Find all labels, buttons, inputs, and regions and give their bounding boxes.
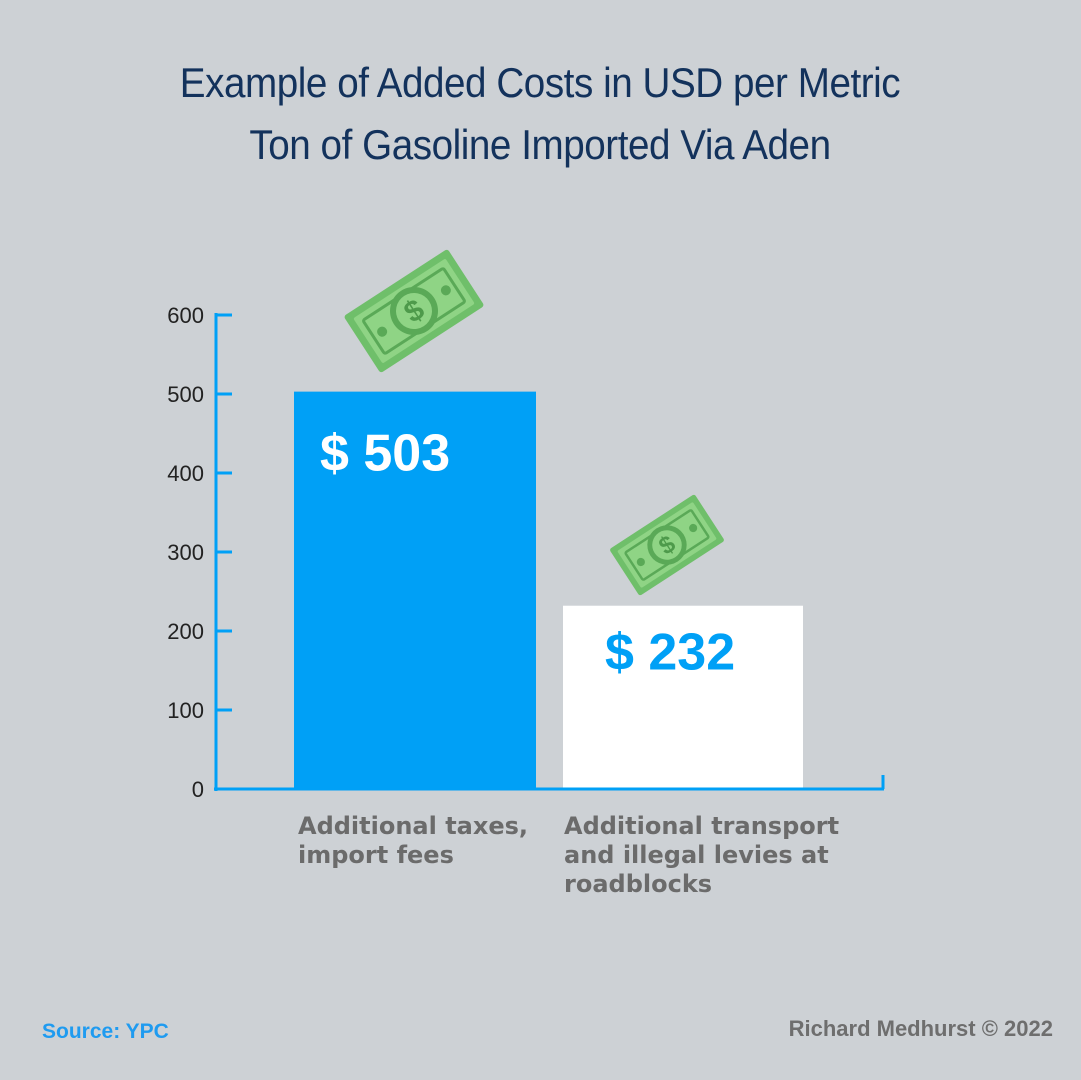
credit-note: Richard Medhurst © 2022	[788, 1016, 1053, 1041]
y-tick-label-600: 600	[167, 303, 204, 328]
y-tick-label-200: 200	[167, 619, 204, 644]
y-tick-label-500: 500	[167, 382, 204, 407]
data-label-2: $ 232	[605, 624, 735, 682]
y-tick-label-100: 100	[167, 698, 204, 723]
dollar-bill-icon	[341, 247, 487, 375]
category-label-1-line-1: Additional taxes,	[298, 812, 528, 840]
y-tick-label-400: 400	[167, 461, 204, 486]
source-note: Source: YPC	[42, 1020, 169, 1043]
dollar-bill-icon	[607, 492, 727, 598]
chart-title: Example of Added Costs in USD per Metric…	[98, 52, 981, 176]
category-label-2-line-3: roadblocks	[564, 870, 712, 898]
y-tick-label-300: 300	[167, 540, 204, 565]
category-label-2-line-1: Additional transport	[564, 812, 839, 840]
dollar-bill-icon-graphic	[341, 247, 487, 375]
bar-1	[294, 391, 536, 789]
data-label-1: $ 503	[320, 425, 450, 483]
bar-2	[563, 605, 803, 789]
category-label-1-line-2: import fees	[298, 841, 454, 869]
dollar-bill-icon-graphic	[607, 492, 727, 598]
category-label-2: Additional transport and illegal levies a…	[564, 812, 839, 898]
category-label-2-line-2: and illegal levies at	[564, 841, 829, 869]
y-tick-label-0: 0	[192, 777, 204, 802]
chart-title-line-1: Example of Added Costs in USD per Metric	[179, 59, 901, 106]
category-label-1: Additional taxes, import fees	[298, 812, 528, 869]
chart-title-line-2: Ton of Gasoline Imported Via Aden	[249, 121, 831, 168]
